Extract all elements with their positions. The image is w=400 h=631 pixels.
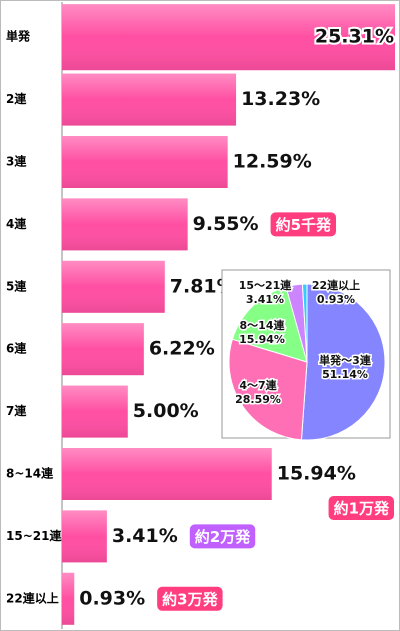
value-label: 0.93%: [79, 587, 145, 609]
pie-label: 22連以上: [312, 278, 360, 292]
value-label: 25.31%: [315, 26, 394, 48]
pie-label: 8～14連: [240, 318, 286, 332]
pie-slice: [300, 283, 386, 441]
pie-label: 15～21連: [239, 278, 293, 292]
bar-shine: [62, 4, 395, 71]
y-tick-label: 5連: [6, 278, 27, 293]
bar-shine: [62, 260, 165, 313]
pie-value-label: 15.94%: [239, 333, 285, 346]
pie-value-label: 3.41%: [246, 293, 284, 306]
annotation: 約1万発: [334, 500, 390, 518]
y-tick-label: 7連: [6, 403, 27, 418]
y-tick-label: 単発: [6, 29, 31, 44]
bar-shine: [62, 136, 228, 188]
value-label: 12.59%: [233, 151, 312, 173]
y-tick-label: 22連以上: [6, 590, 59, 605]
bar-shine: [62, 73, 237, 126]
annotation-box: [270, 212, 337, 237]
annotation-box: [189, 524, 256, 549]
bar-shine: [62, 198, 188, 251]
pie-slice: [228, 338, 308, 441]
annotation: 約5千発: [276, 216, 332, 234]
annotation-box: [328, 496, 394, 520]
pie-label: 単発～3連: [319, 353, 372, 367]
y-tick-label: 6連: [6, 341, 27, 356]
pie-slice: [231, 286, 308, 363]
value-label: 6.22%: [149, 338, 215, 360]
annotation: 約3万発: [162, 590, 218, 608]
bar-shine: [62, 323, 144, 376]
bar-shine: [62, 385, 128, 438]
value-label: 5.00%: [133, 400, 199, 422]
pie-label: 4～7連: [239, 378, 277, 392]
value-label: 15.94%: [277, 463, 356, 485]
pie-value-label: 51.14%: [322, 368, 368, 381]
y-tick-label: 2連: [6, 91, 27, 106]
value-label: 9.55%: [193, 213, 259, 235]
pie-value-label: 28.59%: [235, 393, 281, 406]
y-tick-label: 8~14連: [6, 466, 54, 481]
bar-shine: [62, 572, 75, 625]
pie-value-label: 0.93%: [317, 293, 355, 306]
bar-shine: [62, 448, 272, 500]
y-tick-label: 3連: [6, 154, 27, 169]
annotation-box: [157, 586, 223, 611]
y-tick-label: 4連: [6, 216, 27, 231]
annotation: 約2万発: [195, 528, 251, 546]
value-label: 3.41%: [112, 525, 178, 547]
value-label: 13.23%: [241, 88, 320, 110]
pie-slice: [301, 283, 308, 363]
bar-shine: [62, 510, 107, 563]
y-tick-label: 15~21連: [6, 528, 62, 543]
